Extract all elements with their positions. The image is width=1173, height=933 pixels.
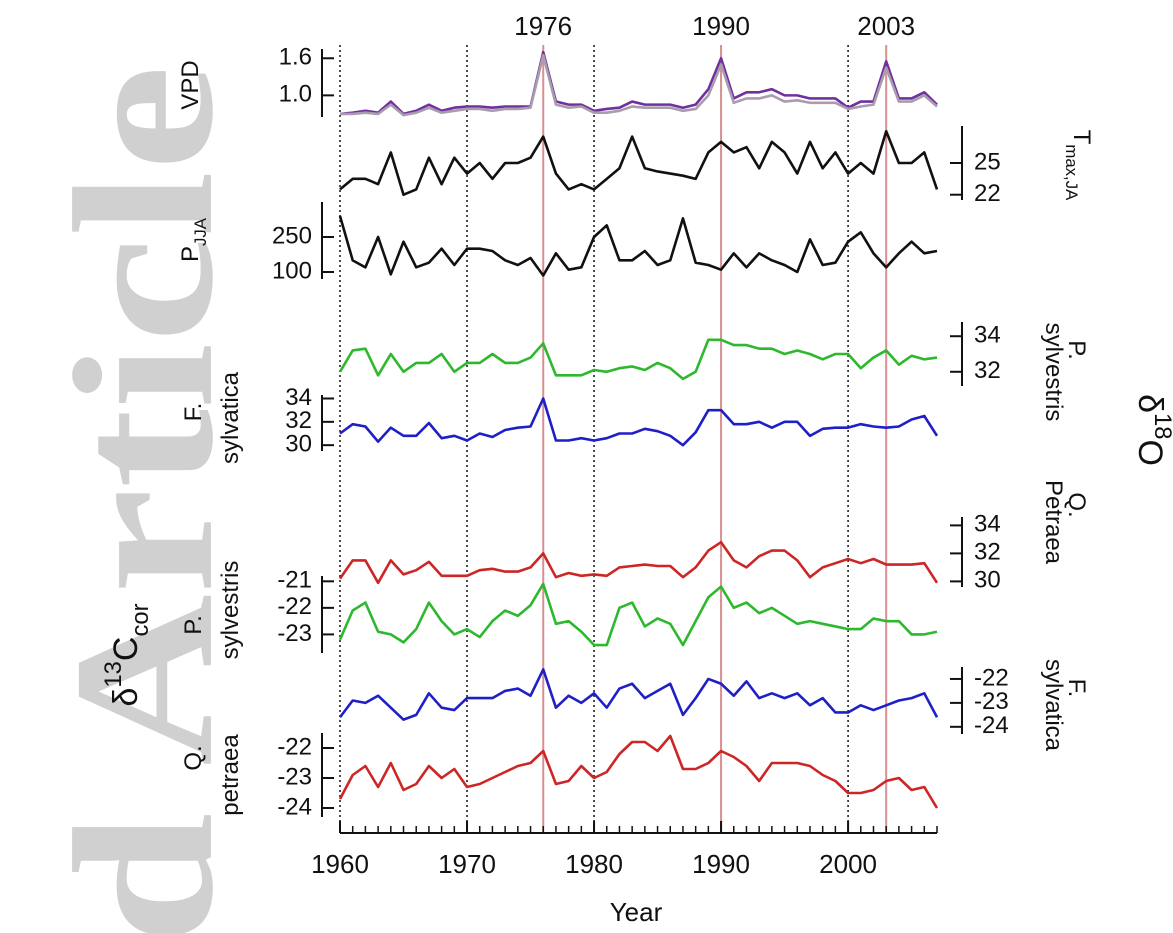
- highlight-label: 1976: [514, 11, 572, 41]
- group-label: δ18O: [1131, 394, 1173, 466]
- panel-label: Q.: [1063, 492, 1090, 517]
- y-tick-label: -22: [277, 593, 312, 620]
- y-tick-label: -23: [277, 763, 312, 790]
- panel-label: PJJA: [177, 217, 210, 262]
- group-label-part: δ: [1131, 394, 1169, 413]
- group-label-part: 13: [100, 661, 127, 687]
- group-label-part: C: [107, 637, 145, 662]
- y-tick-label: 1.6: [279, 44, 312, 71]
- y-tick-label: -23: [974, 688, 1009, 715]
- panel-label-part: P.: [180, 615, 207, 635]
- panel-label-part: petraea: [217, 734, 244, 816]
- series-line: [339, 397, 939, 447]
- x-tick-label: 1980: [565, 849, 623, 879]
- panel-label: sylvatica: [1040, 659, 1067, 752]
- y-tick-label: 22: [974, 180, 1001, 207]
- watermark-layer: d Article: [34, 65, 255, 933]
- series-line: [339, 50, 938, 116]
- y-tick-label: 250: [272, 222, 312, 249]
- group-label-part: 18: [1149, 413, 1173, 439]
- x-axis-title: Year: [610, 897, 663, 927]
- series-line: [338, 582, 938, 647]
- panel-label: sylvestris: [1040, 323, 1067, 422]
- panel-label-part: sylvestris: [1040, 323, 1067, 422]
- panel-label-part: Petraea: [1040, 480, 1067, 565]
- y-tick-label: 34: [974, 322, 1001, 349]
- panel-label: P.: [180, 615, 207, 635]
- panel-label-part: sylvestris: [217, 561, 244, 660]
- y-tick-label: 34: [974, 511, 1001, 538]
- reference-lines: 1976 1990 2003: [339, 11, 915, 833]
- panel-label-part: VPD: [177, 60, 204, 109]
- plot-area: 1.61.0VPD2522Tmax,JA250100PJJA3432P.sylv…: [177, 44, 1094, 821]
- highlight-label: 2003: [857, 11, 915, 41]
- panel-label: Petraea: [1040, 480, 1067, 565]
- x-tick-label: 1990: [692, 849, 750, 879]
- panel-label-part: F.: [1063, 679, 1090, 698]
- group-label-part: cor: [127, 603, 154, 636]
- panel-label-part: max,JA: [1062, 144, 1081, 201]
- panel-label-part: P: [177, 246, 204, 262]
- y-tick-label: 30: [974, 567, 1001, 594]
- panel-label: F.: [180, 403, 207, 422]
- panel-label-part: T: [1068, 130, 1095, 145]
- y-tick-label: 100: [272, 257, 312, 284]
- panel-label: F.: [1063, 679, 1090, 698]
- y-tick-label: 34: [285, 384, 312, 411]
- y-tick-label: -24: [974, 712, 1009, 739]
- series-line: [338, 338, 938, 381]
- panel-label-part: Q.: [180, 745, 207, 770]
- x-tick-label: 2000: [819, 849, 877, 879]
- y-tick-label: -21: [277, 567, 312, 594]
- y-tick-label: 1.0: [279, 81, 312, 108]
- y-tick-label: 32: [285, 407, 312, 434]
- series-line: [338, 540, 939, 585]
- y-tick-label: -22: [974, 664, 1009, 691]
- y-tick-label: 32: [974, 539, 1001, 566]
- panel-label: VPD: [177, 60, 204, 109]
- y-tick-label: -23: [277, 620, 312, 647]
- panel-label: sylvatica: [217, 371, 244, 464]
- group-label-part: δ: [107, 688, 145, 707]
- watermark: d Article: [34, 65, 255, 933]
- panel-label: Tmax,JA: [1062, 130, 1095, 201]
- panel-label-part: sylvatica: [1040, 659, 1067, 752]
- y-tick-label: 30: [285, 431, 312, 458]
- series-line: [338, 668, 939, 721]
- group-label-part: O: [1131, 439, 1169, 465]
- panel-label: petraea: [217, 734, 244, 816]
- series-line: [338, 734, 939, 809]
- panel-label-part: F.: [180, 403, 207, 422]
- panel-label-part: Q.: [1063, 492, 1090, 517]
- group-label: δ13Ccor: [100, 603, 154, 706]
- y-tick-label: 25: [974, 148, 1001, 175]
- panel-label-part: sylvatica: [217, 371, 244, 464]
- y-tick-label: 32: [974, 357, 1001, 384]
- panel-label-part: P.: [1063, 340, 1090, 360]
- x-tick-label: 1970: [438, 849, 496, 879]
- x-tick-label: 1960: [311, 849, 369, 879]
- series-line: [339, 129, 939, 197]
- y-tick-label: -22: [277, 733, 312, 760]
- panel-label: sylvestris: [217, 561, 244, 660]
- series-line: [340, 53, 938, 117]
- y-tick-label: -24: [277, 793, 312, 820]
- panel-label: P.: [1063, 340, 1090, 360]
- panel-label-part: JJA: [191, 217, 210, 246]
- series-line: [338, 215, 938, 277]
- panel-label: Q.: [180, 745, 207, 770]
- highlight-label: 1990: [692, 11, 750, 41]
